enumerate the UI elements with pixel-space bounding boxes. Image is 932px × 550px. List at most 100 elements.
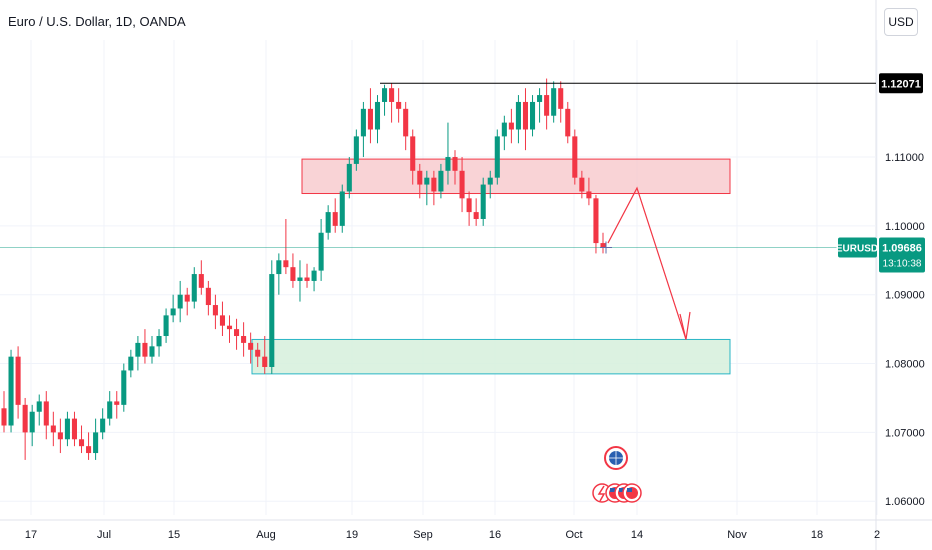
candle [558,81,564,123]
candle-body [572,136,578,178]
price-tick-label: 1.07000 [885,427,925,439]
candle [8,349,14,433]
time-tick-label: 2 [874,529,880,541]
candle-body [565,108,571,137]
candle-body [177,294,183,309]
candle-body [480,184,486,219]
candle-body [304,277,310,281]
candle-body [100,418,106,433]
candle-body [600,243,606,248]
candle [248,332,254,364]
candle [459,157,465,213]
candle-body [403,108,409,137]
candle [367,88,373,144]
flag-canton [610,488,615,492]
candle [424,170,430,206]
lightning-bolt [597,485,606,502]
candle [100,408,106,440]
candle [374,95,381,144]
candle [255,342,261,367]
candle [466,191,472,226]
candle-body [431,177,437,192]
candle [353,129,359,171]
candle [410,129,416,185]
time-tick-label: 19 [346,529,358,541]
candle-body [297,277,303,281]
candle-body [71,418,78,440]
candle [325,205,331,240]
candle [177,280,183,323]
candle [156,329,162,357]
candle [522,88,529,151]
candle [107,391,113,426]
candle-body [445,157,451,171]
candle [142,329,148,364]
candle [276,253,282,295]
globe-event-icon [604,446,628,470]
candles [1,78,606,460]
candle-body [191,274,197,302]
candle [304,263,310,288]
candle [586,177,592,206]
candle [128,349,134,378]
candle [78,425,85,454]
candle [501,115,507,151]
candle [579,170,585,199]
candle [64,411,70,447]
candle-body [93,432,99,454]
candle-body [86,446,92,454]
candle-body [114,401,120,405]
candle-body [473,212,479,219]
candle-body [360,108,366,137]
candle-body [184,294,190,302]
candle [184,287,190,316]
candle-body [311,270,317,281]
candle [396,88,402,123]
last-price-badge: 1.09686 13:10:38 [879,237,925,273]
candle [22,397,28,460]
candle-body [121,370,127,405]
candle [487,170,493,199]
candle-body [36,401,42,412]
candle [403,101,409,151]
time-tick-label: 18 [811,529,823,541]
candle [438,163,444,199]
resistance-badge-text: 1.12071 [881,78,921,90]
candle-body [529,101,536,130]
candle [417,163,423,199]
candle-body [57,432,63,440]
candle-body [107,401,113,419]
time-tick-label: Sep [413,529,433,541]
candle-body [459,170,465,199]
candle-body [389,88,395,102]
candle [311,267,317,292]
candle-body [346,163,352,192]
candle [283,218,289,275]
candle-body [22,404,28,433]
candle [57,418,63,454]
candle [43,391,49,440]
candle-body [318,232,324,271]
candle [121,363,127,412]
candle [163,308,169,343]
candle-body [276,260,282,275]
candle [537,88,543,123]
price-tick-label: 1.09000 [885,290,925,302]
candle [219,301,225,337]
candle [86,432,92,460]
candle-body [269,274,275,367]
candle-body [156,336,162,347]
candle-body [8,356,14,426]
price-zones [251,158,731,375]
candle-body [290,267,296,281]
candle-body [501,122,507,137]
time-tick-label: 15 [168,529,180,541]
currency-button[interactable]: USD [884,8,918,36]
candle-body [29,411,35,433]
resistance-price-badge: 1.12071 [879,73,923,94]
candle-body [198,274,204,288]
time-tick-label: Jul [97,529,111,541]
candle [452,150,458,185]
